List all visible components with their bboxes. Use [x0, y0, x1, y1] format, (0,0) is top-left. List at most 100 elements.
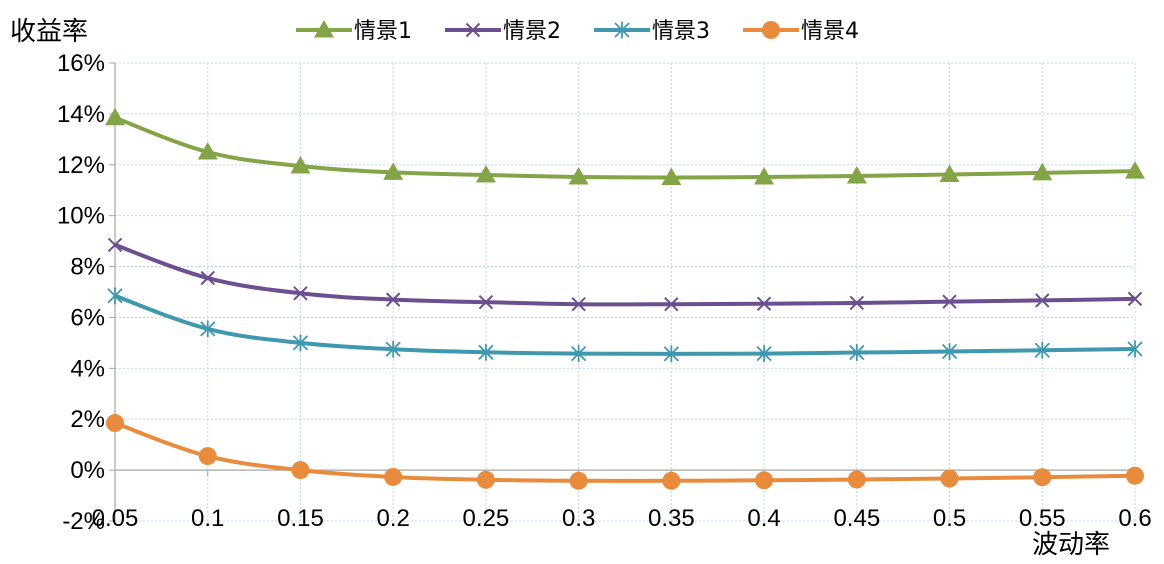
x-tick-label: 0.45: [833, 505, 880, 532]
y-tick-label: 12%: [57, 152, 105, 179]
asterisk-marker: [614, 21, 630, 39]
y-axis-title: 收益率: [10, 17, 88, 47]
series-line: [114, 243, 1136, 307]
x-marker: [293, 286, 308, 301]
triangle-marker: [105, 107, 125, 126]
asterisk-marker: [570, 345, 587, 362]
y-tick-label: 10%: [57, 203, 105, 230]
x-marker-stroke: [942, 294, 957, 309]
series-line: [114, 421, 1136, 483]
series-3: [107, 287, 1143, 363]
asterisk-marker: [107, 287, 123, 305]
x-marker: [478, 294, 494, 310]
y-tick-label: 2%: [70, 406, 105, 433]
x-marker: [942, 294, 957, 309]
x-marker-stroke: [849, 295, 865, 311]
circle-marker: [847, 470, 866, 489]
legend-item-1: 情景1: [296, 19, 412, 44]
legend: 情景1 情景2 情景3 情景4: [296, 19, 859, 44]
gridlines: [115, 62, 1136, 522]
triangle-marker: [846, 165, 867, 184]
x-marker: [756, 296, 772, 311]
triangle-marker: [1125, 161, 1145, 179]
x-tick-label: 0.35: [648, 505, 695, 532]
x-axis-title: 波动率: [1032, 530, 1110, 560]
y-tick-label: 16%: [57, 50, 105, 77]
legend-item-3: 情景3: [594, 19, 710, 44]
circle-marker: [291, 461, 310, 480]
legend-label: 情景3: [652, 19, 710, 44]
series-group: [105, 107, 1145, 490]
x-marker: [1035, 293, 1050, 308]
triangle-marker: [475, 164, 496, 183]
circle-marker: [940, 469, 959, 488]
y-tick-label: 6%: [70, 304, 105, 331]
x-tick-label: 0.1: [191, 505, 224, 532]
triangle-marker: [290, 156, 311, 174]
x-marker-stroke: [293, 286, 308, 301]
x-marker: [664, 297, 679, 312]
asterisk-marker: [478, 343, 494, 361]
asterisk-marker: [292, 334, 309, 352]
y-tick-label: 14%: [57, 101, 105, 128]
y-tick-label: 0%: [70, 457, 105, 484]
triangle-marker: [1032, 162, 1053, 181]
asterisk-marker: [663, 345, 680, 363]
triangle-marker: [754, 166, 775, 185]
x-marker: [1127, 291, 1143, 307]
circle-marker: [476, 470, 495, 489]
x-tick-label: 0.4: [747, 505, 780, 532]
legend-label: 情景1: [354, 19, 412, 44]
triangle-marker: [661, 167, 682, 185]
x-tick-label: 0.25: [463, 505, 510, 532]
x-marker: [571, 297, 586, 312]
axes: [109, 62, 1136, 522]
x-marker: [200, 270, 215, 286]
circle-marker: [1033, 468, 1052, 487]
x-tick-label: 0.15: [277, 505, 324, 532]
series-line: [114, 293, 1136, 356]
legend-item-2: 情景2: [445, 19, 561, 44]
triangle-marker: [383, 162, 404, 180]
circle-marker: [106, 414, 124, 433]
asterisk-marker: [1127, 340, 1143, 358]
x-tick-label: 0.2: [376, 505, 409, 532]
circle-marker: [198, 447, 217, 466]
asterisk-marker: [1034, 341, 1050, 359]
triangle-marker: [314, 20, 334, 38]
x-marker: [385, 292, 401, 307]
triangle-marker: [939, 164, 960, 182]
x-marker-stroke: [385, 292, 401, 307]
x-marker-stroke: [1035, 293, 1050, 308]
legend-item-4: 情景4: [743, 19, 859, 44]
x-marker-stroke: [107, 237, 123, 253]
asterisk-marker: [756, 345, 772, 362]
circle-marker: [755, 471, 774, 490]
x-tick-label: 0.55: [1019, 505, 1066, 532]
triangle-marker: [568, 166, 589, 185]
x-tick-label: 0.3: [562, 505, 595, 532]
asterisk-marker: [385, 340, 401, 358]
x-marker: [107, 237, 123, 253]
y-tick-label: -2%: [62, 508, 105, 535]
x-tick-labels: 0.05 0.1 0.15 0.2 0.25 0.3 0.35 0.4 0.45 0.5 0.55 0…: [92, 505, 1152, 532]
x-tick-label: 0.05: [92, 505, 139, 532]
x-tick-label: 0.5: [933, 505, 966, 532]
series-1: [105, 107, 1145, 185]
y-tick-label: 4%: [70, 355, 105, 382]
circle-marker: [762, 21, 780, 39]
x-marker-stroke: [465, 22, 481, 38]
asterisk-marker: [849, 344, 865, 361]
series-4: [106, 414, 1144, 490]
series-line: [114, 115, 1136, 180]
triangle-marker: [197, 142, 218, 160]
x-marker-stroke: [478, 294, 494, 310]
y-tick-labels: -2% 0% 2% 4% 6% 8% 10% 12% 14% 16%: [57, 50, 105, 535]
x-marker-stroke: [756, 296, 772, 311]
asterisk-marker: [200, 320, 216, 338]
x-marker-stroke: [1127, 291, 1143, 307]
x-tick-label: 0.6: [1118, 505, 1151, 532]
x-marker-stroke: [664, 297, 679, 312]
legend-label: 情景2: [503, 19, 561, 44]
